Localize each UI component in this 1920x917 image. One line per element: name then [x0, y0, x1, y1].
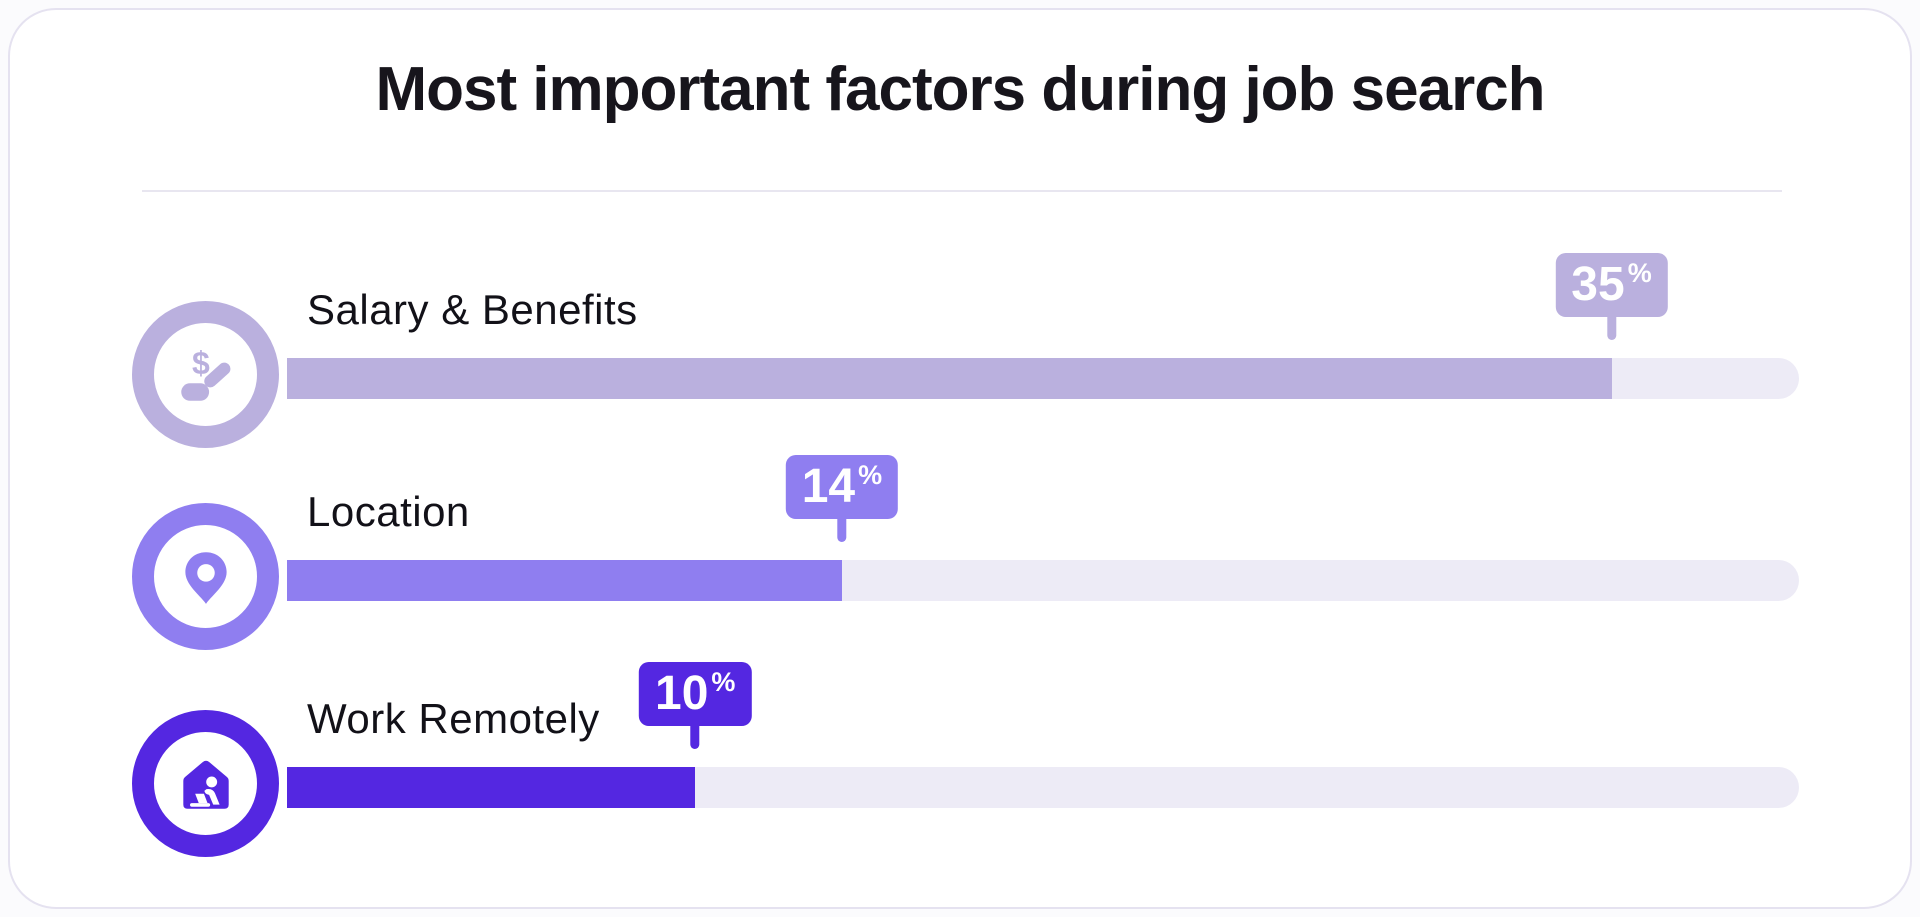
chart-title: Most important factors during job search [375, 55, 1545, 124]
salary-icon-ring: $ [132, 301, 279, 448]
chart-row-salary-benefits: $ Salary & Benefits 35% [10, 253, 1910, 448]
title-divider [142, 190, 1782, 192]
bar-track: 10% [287, 662, 1799, 808]
badge-pointer [1607, 315, 1616, 340]
bar-track: 35% [287, 253, 1799, 399]
row-label: Salary & Benefits [307, 286, 638, 333]
value-badge: 35% [1555, 253, 1668, 340]
chart-row-work-remotely: Work Remotely 10% [10, 662, 1910, 857]
location-icon-ring [132, 503, 279, 650]
badge-value: 14 [801, 460, 856, 513]
location-pin-icon [184, 551, 227, 604]
value-badge: 10% [639, 662, 752, 749]
badge-value: 10 [655, 667, 709, 720]
badge-pointer [837, 517, 847, 542]
badge-pointer [690, 724, 700, 749]
row-label: Location [307, 488, 470, 535]
bar-track: 14% [287, 455, 1799, 601]
bar-fill [287, 767, 696, 808]
badge-unit: % [1627, 257, 1652, 288]
value-badge: 14% [785, 455, 899, 542]
money-in-hand-icon: $ [180, 344, 230, 401]
remote-work-icon-ring [132, 710, 279, 857]
badge-value: 35 [1571, 258, 1625, 311]
home-office-icon [182, 760, 229, 809]
svg-text:$: $ [191, 344, 209, 380]
bar-fill [287, 358, 1612, 399]
chart-card: Most important factors during job search… [8, 8, 1912, 909]
badge-unit: % [858, 459, 883, 490]
badge-unit: % [711, 666, 736, 697]
chart-row-location: Location 14% [10, 455, 1910, 650]
row-label: Work Remotely [307, 695, 600, 742]
bar-fill [287, 560, 842, 601]
